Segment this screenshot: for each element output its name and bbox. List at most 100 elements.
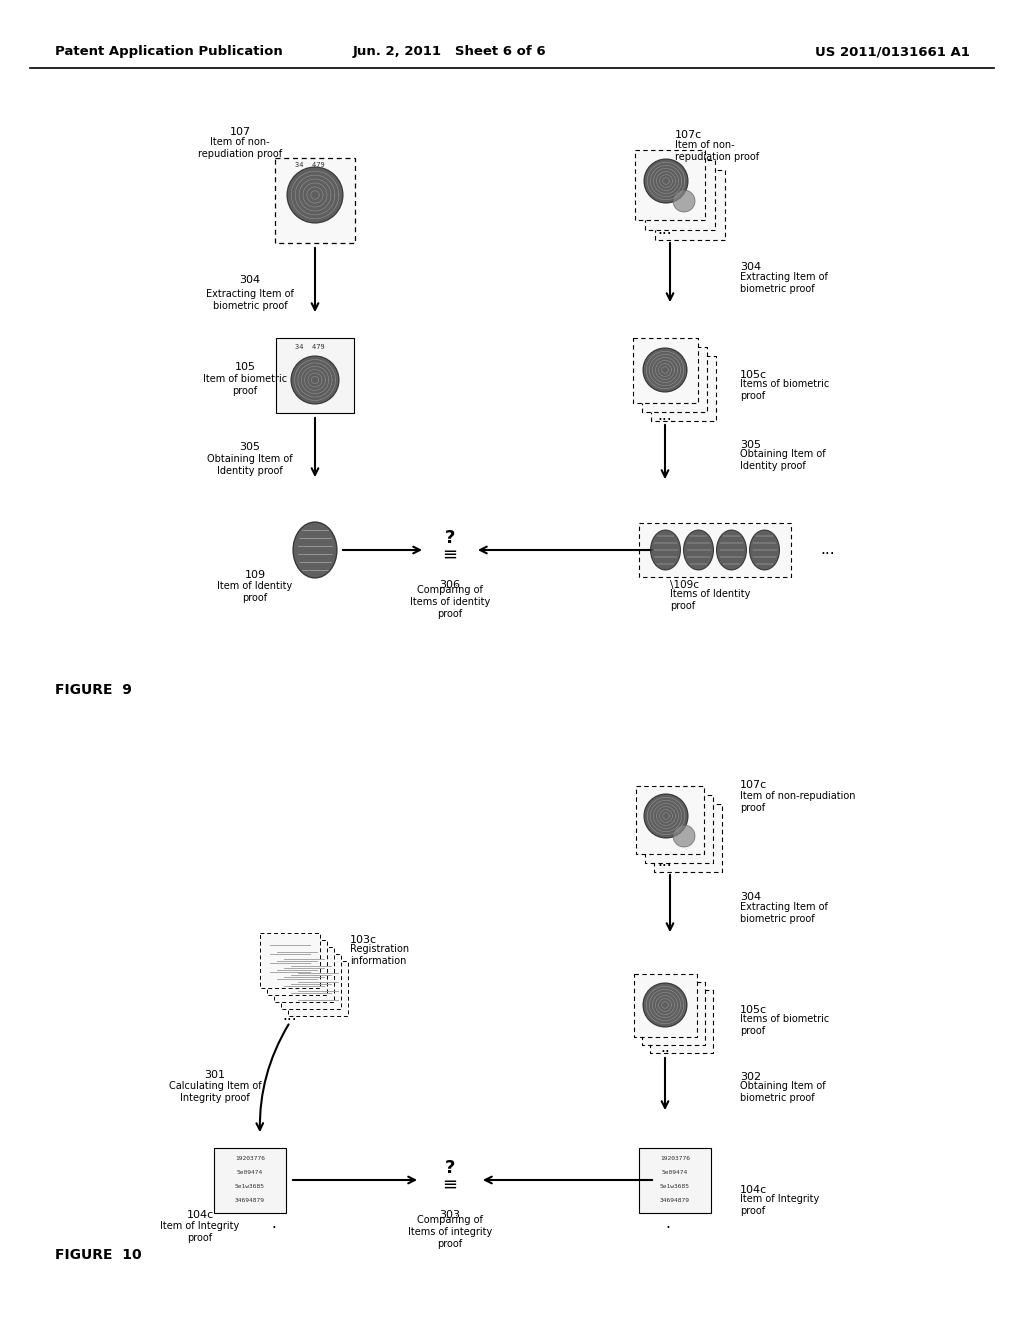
Bar [641, 982, 705, 1044]
Ellipse shape [750, 531, 779, 570]
Circle shape [644, 158, 688, 203]
Text: 303: 303 [439, 1210, 461, 1220]
Text: 304: 304 [740, 892, 761, 902]
Text: 301: 301 [205, 1071, 225, 1080]
Text: 105: 105 [234, 362, 256, 372]
Ellipse shape [683, 531, 714, 570]
Text: Item of Integrity
proof: Item of Integrity proof [161, 1221, 240, 1243]
Text: ?: ? [444, 1159, 456, 1177]
Bar [650, 355, 716, 421]
Text: 305: 305 [240, 442, 260, 451]
Text: Extracting Item of
biometric proof: Extracting Item of biometric proof [206, 289, 294, 310]
Bar [276, 338, 354, 412]
Text: 104c: 104c [740, 1185, 767, 1195]
Text: ...: ... [657, 854, 673, 870]
Text: 34  479: 34 479 [295, 162, 325, 168]
Text: .: . [666, 1216, 671, 1230]
Bar [214, 1147, 286, 1213]
Text: ?: ? [444, 529, 456, 546]
Text: Jun. 2, 2011   Sheet 6 of 6: Jun. 2, 2011 Sheet 6 of 6 [353, 45, 547, 58]
Bar [274, 946, 334, 1002]
Bar [634, 974, 696, 1036]
Bar [275, 157, 355, 243]
Text: ...: ... [657, 408, 673, 422]
Bar [267, 940, 327, 994]
Ellipse shape [293, 521, 337, 578]
Text: Extracting Item of
biometric proof: Extracting Item of biometric proof [740, 902, 827, 924]
Text: 107c: 107c [740, 780, 767, 789]
Text: .: . [267, 1216, 276, 1230]
Ellipse shape [717, 531, 746, 570]
Bar [645, 795, 713, 863]
Text: 5e1w3685: 5e1w3685 [234, 1184, 265, 1188]
Text: 5e09474: 5e09474 [662, 1170, 688, 1175]
Text: Comparing of
Items of identity
proof: Comparing of Items of identity proof [410, 585, 490, 619]
Text: Items of Identity
proof: Items of Identity proof [670, 589, 751, 611]
Bar [654, 804, 722, 873]
Text: Extracting Item of
biometric proof: Extracting Item of biometric proof [740, 272, 827, 294]
Text: ≡: ≡ [442, 1176, 458, 1195]
Bar [639, 523, 791, 577]
Text: 5e1w3685: 5e1w3685 [660, 1184, 690, 1188]
Text: 305: 305 [740, 440, 761, 450]
Text: 19203776: 19203776 [234, 1155, 265, 1160]
Text: 105c: 105c [740, 1005, 767, 1015]
Text: ≡: ≡ [442, 546, 458, 564]
Bar [639, 1147, 711, 1213]
Text: 19203776: 19203776 [660, 1155, 690, 1160]
Text: ...: ... [657, 223, 673, 238]
Text: US 2011/0131661 A1: US 2011/0131661 A1 [815, 45, 970, 58]
Text: Obtaining Item of
Identity proof: Obtaining Item of Identity proof [740, 449, 825, 471]
Text: 103c: 103c [350, 935, 377, 945]
Text: 109: 109 [245, 570, 265, 579]
Text: ...: ... [820, 543, 836, 557]
Text: 304: 304 [240, 275, 260, 285]
Bar [260, 932, 319, 987]
Text: FIGURE  9: FIGURE 9 [55, 682, 132, 697]
Text: Item of Identity
proof: Item of Identity proof [217, 581, 293, 603]
Bar [641, 346, 707, 412]
Text: 107: 107 [229, 127, 251, 137]
Circle shape [673, 825, 695, 847]
Text: Patent Application Publication: Patent Application Publication [55, 45, 283, 58]
Text: 34694879: 34694879 [234, 1197, 265, 1203]
Text: 107c: 107c [675, 129, 702, 140]
Text: 105c: 105c [740, 370, 767, 380]
Text: ..: .. [660, 1040, 670, 1056]
Bar [655, 170, 725, 240]
Text: Obtaining Item of
biometric proof: Obtaining Item of biometric proof [740, 1081, 825, 1102]
Bar [645, 160, 715, 230]
Bar [633, 338, 697, 403]
Circle shape [643, 983, 687, 1027]
Text: 302: 302 [740, 1072, 761, 1082]
Text: ...: ... [283, 1007, 297, 1023]
Text: 306: 306 [439, 579, 461, 590]
Text: Item of non-
repudiation proof: Item of non- repudiation proof [198, 137, 282, 158]
Text: Item of Integrity
proof: Item of Integrity proof [740, 1195, 819, 1216]
Text: FIGURE  10: FIGURE 10 [55, 1247, 141, 1262]
Text: 34  479: 34 479 [295, 345, 325, 350]
Bar [281, 953, 341, 1008]
Circle shape [287, 168, 343, 223]
Text: Obtaining Item of
Identity proof: Obtaining Item of Identity proof [207, 454, 293, 475]
Text: Calculating Item of
Integrity proof: Calculating Item of Integrity proof [169, 1081, 261, 1102]
Text: Item of biometric
proof: Item of biometric proof [203, 374, 287, 396]
Bar [636, 785, 705, 854]
Text: 304: 304 [740, 261, 761, 272]
Circle shape [644, 795, 688, 838]
Text: 5e09474: 5e09474 [237, 1170, 263, 1175]
Text: Item of non-
repudiation proof: Item of non- repudiation proof [675, 140, 759, 162]
Bar [649, 990, 713, 1052]
Circle shape [291, 356, 339, 404]
Text: 34694879: 34694879 [660, 1197, 690, 1203]
Text: 104c: 104c [186, 1210, 214, 1220]
Text: Item of non-repudiation
proof: Item of non-repudiation proof [740, 791, 855, 813]
Text: Items of biometric
proof: Items of biometric proof [740, 379, 829, 401]
Text: Comparing of
Items of integrity
proof: Comparing of Items of integrity proof [408, 1216, 493, 1249]
Circle shape [643, 348, 687, 392]
Circle shape [673, 190, 695, 213]
Bar [635, 150, 705, 220]
Ellipse shape [650, 531, 681, 570]
Text: \109c: \109c [670, 579, 699, 590]
Bar [288, 961, 348, 1015]
